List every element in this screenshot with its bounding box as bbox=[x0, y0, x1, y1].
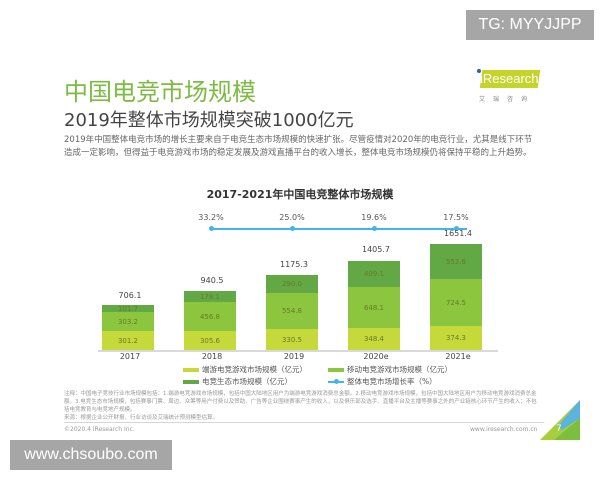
growth-rate-line bbox=[211, 228, 467, 230]
seg-eco: 552.6 bbox=[430, 244, 482, 279]
logo-dot-icon bbox=[477, 69, 481, 73]
bar-2017: 301.2 303.2 101.7 bbox=[102, 305, 154, 350]
legend-eco: 电竞生态市场规模（亿元） bbox=[183, 376, 292, 387]
logo-subtitle: 艾瑞咨询 bbox=[479, 96, 536, 103]
bar-2020e: 348.4 648.1 409.1 bbox=[348, 261, 400, 350]
chart-title: 2017-2021年中国电竞整体市场规模 bbox=[206, 188, 394, 201]
growth-point bbox=[209, 226, 214, 231]
corner-decoration-icon bbox=[540, 400, 580, 440]
legend-mobile: 移动电竞游戏市场规模（亿元） bbox=[328, 364, 452, 375]
growth-label: 17.5% bbox=[443, 213, 469, 222]
bar-2018: 305.6 456.8 178.1 bbox=[184, 291, 236, 350]
seg-mobile: 554.8 bbox=[266, 293, 318, 329]
page-title: 中国电竞市场规模 bbox=[64, 78, 256, 106]
legend-line-icon bbox=[328, 379, 344, 384]
stacked-bar-chart: 301.2 303.2 101.7 305.6 456.8 178.1 330.… bbox=[98, 210, 498, 352]
bar-total: 1405.7 bbox=[362, 245, 390, 254]
iresearch-logo: iResearch bbox=[477, 68, 541, 92]
bar-total: 706.1 bbox=[118, 291, 142, 300]
x-tick: 2019 bbox=[283, 352, 305, 361]
legend-label: 端游电竞游戏市场规模（亿元） bbox=[202, 365, 307, 374]
growth-label: 19.6% bbox=[361, 213, 387, 222]
footer-divider bbox=[64, 422, 544, 423]
website-link[interactable]: www.iresearch.com.cn bbox=[470, 426, 538, 433]
telegram-badge: TG: MYYJJPP bbox=[466, 10, 594, 40]
x-axis bbox=[98, 350, 498, 352]
legend-pc: 端游电竞游戏市场规模（亿元） bbox=[183, 364, 307, 375]
legend-swatch bbox=[183, 367, 199, 372]
seg-pc: 374.3 bbox=[430, 326, 482, 350]
seg-mobile: 456.8 bbox=[184, 302, 236, 331]
bar-2019: 330.5 554.8 290.0 bbox=[266, 275, 318, 350]
footnote: 注释：中国电子竞技行业市场规模包括：1.端游电竞游戏市场规模，包括中国大陆地区用… bbox=[64, 390, 539, 422]
growth-label: 33.2% bbox=[198, 213, 224, 222]
bar-2021e: 374.3 724.5 552.6 bbox=[430, 244, 482, 350]
page-subtitle: 2019年整体市场规模突破1000亿元 bbox=[64, 110, 354, 131]
legend-swatch bbox=[183, 379, 199, 384]
seg-eco: 290.0 bbox=[266, 275, 318, 293]
summary-paragraph: 2019年中国整体电竞市场的增长主要来自于电竞生态市场规模的快速扩张。尽管疫情对… bbox=[64, 135, 533, 158]
seg-mobile: 724.5 bbox=[430, 279, 482, 326]
source-text: 来源：根据企业公开财报、行业访谈及艾瑞统计预测模型估算。 bbox=[64, 415, 219, 421]
bar-total: 1175.3 bbox=[280, 260, 308, 269]
bar-total: 940.5 bbox=[200, 276, 224, 285]
bar-total: 1651.4 bbox=[444, 229, 472, 238]
x-tick: 2017 bbox=[119, 352, 141, 361]
growth-point bbox=[290, 226, 295, 231]
legend-label: 电竞生态市场规模（亿元） bbox=[202, 377, 292, 386]
seg-eco: 409.1 bbox=[348, 261, 400, 287]
seg-pc: 301.2 bbox=[102, 331, 154, 350]
growth-label: 25.0% bbox=[279, 213, 305, 222]
note-text: 注释：中国电子竞技行业市场规模包括：1.端游电竞游戏市场规模，包括中国大陆地区用… bbox=[64, 391, 537, 413]
seg-mobile: 303.2 bbox=[102, 312, 154, 331]
copyright: ©2020.4 iResearch Inc. bbox=[64, 426, 135, 433]
page-number: 7 bbox=[556, 424, 562, 434]
growth-point bbox=[454, 226, 459, 231]
x-tick: 2021e bbox=[445, 352, 471, 361]
seg-mobile: 648.1 bbox=[348, 287, 400, 328]
site-watermark: www.chsoubo.com bbox=[10, 440, 172, 470]
legend-label: 移动电竞游戏市场规模（亿元） bbox=[347, 365, 452, 374]
seg-pc: 330.5 bbox=[266, 329, 318, 350]
seg-pc: 305.6 bbox=[184, 331, 236, 350]
logo-brand: iResearch bbox=[480, 71, 539, 86]
seg-eco: 101.7 bbox=[102, 305, 154, 313]
seg-eco: 178.1 bbox=[184, 291, 236, 302]
growth-point bbox=[372, 226, 377, 231]
seg-pc: 348.4 bbox=[348, 328, 400, 350]
x-tick: 2018 bbox=[201, 352, 223, 361]
x-tick: 2020e bbox=[363, 352, 389, 361]
legend-swatch bbox=[328, 367, 344, 372]
legend-label: 整体电竞市场增长率（%） bbox=[347, 377, 437, 386]
legend-growth: 整体电竞市场增长率（%） bbox=[328, 376, 437, 387]
